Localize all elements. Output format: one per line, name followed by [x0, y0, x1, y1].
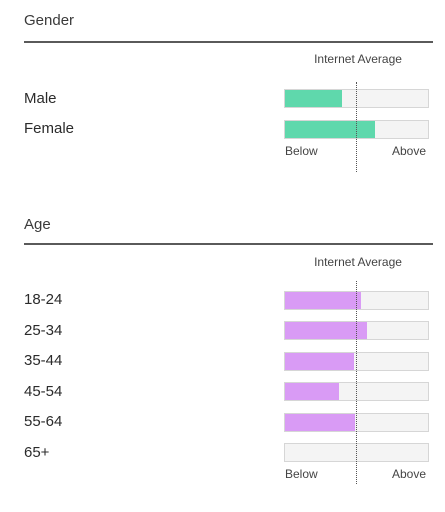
age-bar-fill-35-44 — [285, 353, 354, 370]
age-internet-average-label: Internet Average — [314, 255, 402, 269]
age-bar-fill-18-24 — [285, 292, 361, 309]
gender-row-label-female: Female — [24, 120, 75, 137]
age-row-label-55-64: 55-64 — [24, 413, 63, 430]
age-bar-fill-45-54 — [285, 383, 340, 400]
age-bar-fill-55-64 — [285, 414, 356, 431]
age-title: Age — [24, 216, 51, 233]
age-row-label-35-44: 35-44 — [24, 352, 63, 369]
gender-axis-above: Above — [392, 144, 427, 158]
gender-internet-average-label: Internet Average — [314, 52, 402, 66]
age-row-label-65-plus: 65+ — [24, 444, 50, 461]
gender-bar-fill-female — [285, 121, 376, 138]
age-axis-below: Below — [285, 467, 318, 481]
gender-row-label-male: Male — [24, 90, 57, 107]
gender-axis-below: Below — [285, 144, 318, 158]
gender-bar-fill-male — [285, 90, 343, 107]
gender-divider — [24, 41, 433, 43]
gender-average-marker — [356, 82, 357, 172]
age-row-label-45-54: 45-54 — [24, 383, 63, 400]
age-row-label-18-24: 18-24 — [24, 291, 63, 308]
age-average-marker — [356, 281, 357, 484]
age-axis-above: Above — [392, 467, 427, 481]
age-bar-fill-25-34 — [285, 322, 367, 339]
gender-title: Gender — [24, 12, 75, 29]
age-row-label-25-34: 25-34 — [24, 322, 63, 339]
age-divider — [24, 243, 433, 245]
